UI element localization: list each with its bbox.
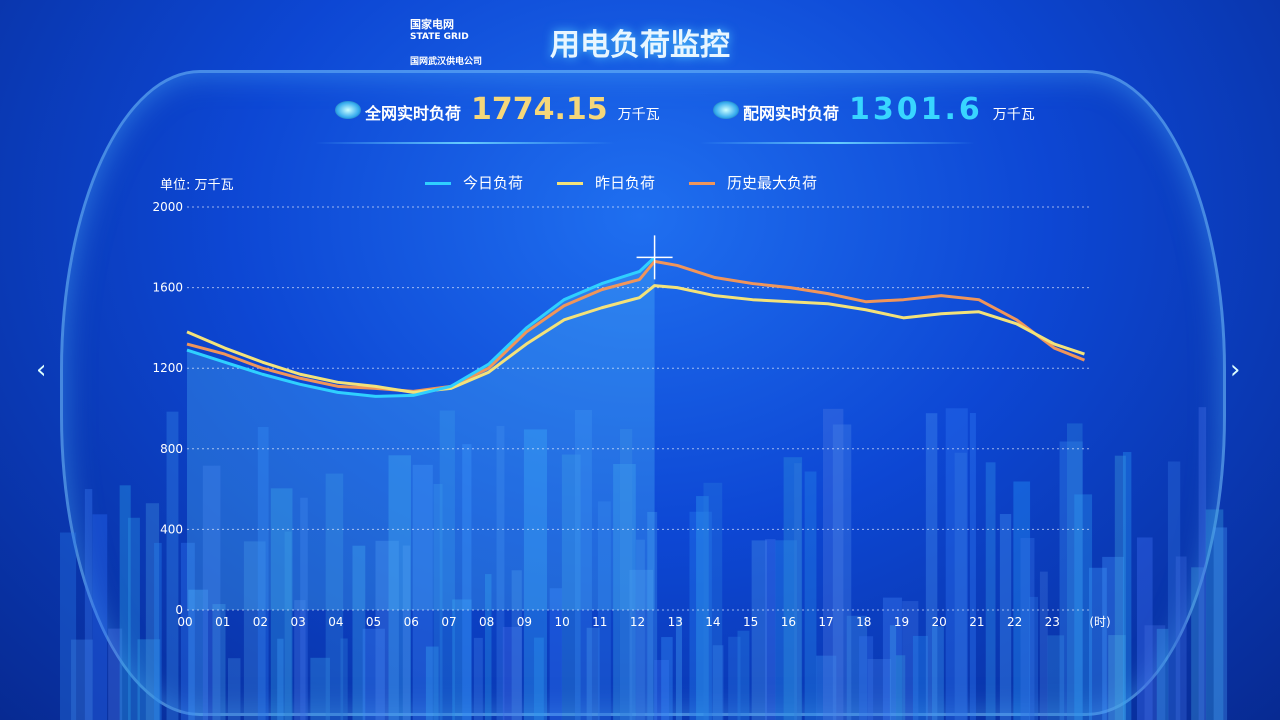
series-line-0 [186, 256, 656, 398]
screen-frame [60, 70, 1226, 716]
x-tick-label: 03 [290, 615, 305, 629]
x-tick-label: 07 [441, 615, 456, 629]
kpi-unit: 万千瓦 [992, 107, 1035, 123]
x-tick-label: 06 [404, 615, 419, 629]
kpi-label: 全网实时负荷 [365, 104, 462, 123]
x-tick-label: 15 [743, 615, 758, 629]
y-tick-label: 2000 [152, 200, 183, 214]
y-tick-label: 1600 [152, 281, 183, 295]
kpi-value: 1774.15 [471, 92, 608, 127]
y-tick-label: 400 [160, 522, 183, 536]
x-tick-label: 21 [969, 615, 984, 629]
y-tick-label: 0 [175, 603, 183, 617]
x-tick-label: 16 [781, 615, 796, 629]
series-line-1 [186, 284, 1085, 394]
kpi-total-load: 全网实时负荷 1774.15 万千瓦 [335, 92, 660, 127]
legend: 今日负荷 昨日负荷 历史最大负荷 [425, 172, 817, 193]
logo-cn: 国家电网 [410, 18, 454, 31]
kpi-unit: 万千瓦 [617, 107, 660, 123]
y-tick-label: 800 [160, 442, 183, 456]
x-tick-label: 05 [366, 615, 381, 629]
kpi-distribution-load: 配网实时负荷 1301.6 万千瓦 [713, 92, 1035, 127]
company-name: 国网武汉供电公司 [410, 57, 483, 67]
x-tick-label: 09 [517, 615, 532, 629]
state-grid-logo: 国家电网 STATE GRID 国网武汉供电公司 [410, 16, 482, 67]
x-tick-label: 23 [1045, 615, 1060, 629]
legend-yesterday[interactable]: 昨日负荷 [557, 172, 655, 193]
x-tick-label: 17 [818, 615, 833, 629]
y-tick-label: 1200 [152, 361, 183, 375]
unit-label: 单位: 万千瓦 [160, 178, 234, 193]
x-tick-label: 10 [554, 615, 569, 629]
next-arrow-icon[interactable]: › [1230, 355, 1241, 385]
x-tick-label: 04 [328, 615, 343, 629]
legend-today[interactable]: 今日负荷 [425, 172, 523, 193]
x-tick-label: 18 [856, 615, 871, 629]
x-axis-unit: (时) [1089, 615, 1110, 629]
x-tick-label: 14 [705, 615, 720, 629]
x-tick-label: 01 [215, 615, 230, 629]
x-tick-label: 02 [253, 615, 268, 629]
kpi-value: 1301.6 [849, 92, 983, 127]
x-tick-label: 22 [1007, 615, 1022, 629]
today-area [187, 257, 655, 610]
x-tick-label: 00 [177, 615, 192, 629]
x-tick-label: 12 [630, 615, 645, 629]
x-tick-label: 19 [894, 615, 909, 629]
legend-historical-max[interactable]: 历史最大负荷 [689, 172, 817, 193]
kpi-icon [713, 101, 739, 119]
kpi-icon [335, 101, 361, 119]
x-tick-label: 13 [668, 615, 683, 629]
x-tick-label: 08 [479, 615, 494, 629]
kpi-label: 配网实时负荷 [743, 104, 840, 123]
x-tick-label: 11 [592, 615, 607, 629]
logo-en: STATE GRID [410, 32, 469, 42]
prev-arrow-icon[interactable]: ‹ [36, 355, 47, 385]
series-line-2 [186, 259, 1086, 393]
x-tick-label: 20 [932, 615, 947, 629]
page-title: 用电负荷监控 [550, 28, 730, 63]
